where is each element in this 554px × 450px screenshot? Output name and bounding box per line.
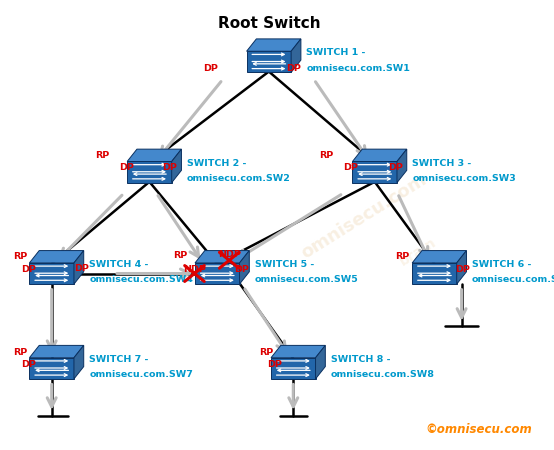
Polygon shape xyxy=(412,263,456,284)
Text: SWITCH 5 -: SWITCH 5 - xyxy=(255,260,314,269)
Text: NDP: NDP xyxy=(183,265,206,274)
Polygon shape xyxy=(195,263,239,284)
Text: SWITCH 7 -: SWITCH 7 - xyxy=(89,355,148,364)
Text: RP: RP xyxy=(319,151,333,160)
Polygon shape xyxy=(29,346,84,358)
Polygon shape xyxy=(127,149,182,162)
Text: DP: DP xyxy=(21,265,36,274)
Polygon shape xyxy=(397,149,407,183)
Text: Root Switch: Root Switch xyxy=(218,16,320,31)
Text: omnisecu.com.SW3: omnisecu.com.SW3 xyxy=(412,174,516,183)
Text: ©omnisecu.com: ©omnisecu.com xyxy=(425,423,532,436)
Polygon shape xyxy=(412,251,466,263)
Text: DP: DP xyxy=(267,360,282,369)
Text: omnisecu.com.SW5: omnisecu.com.SW5 xyxy=(255,275,358,284)
Text: DP: DP xyxy=(203,64,218,73)
Text: SWITCH 2 -: SWITCH 2 - xyxy=(187,159,246,168)
Polygon shape xyxy=(456,251,466,284)
Polygon shape xyxy=(172,149,182,183)
Polygon shape xyxy=(247,39,301,51)
Text: DP: DP xyxy=(162,163,177,172)
Polygon shape xyxy=(316,346,325,379)
Text: brain: brain xyxy=(397,235,439,268)
Polygon shape xyxy=(74,346,84,379)
Text: DP: DP xyxy=(455,265,470,274)
Text: SWITCH 3 -: SWITCH 3 - xyxy=(412,159,471,168)
Polygon shape xyxy=(29,358,74,379)
Polygon shape xyxy=(271,346,325,358)
Text: DP: DP xyxy=(343,163,358,172)
Text: DP: DP xyxy=(286,64,301,73)
Text: RP: RP xyxy=(173,252,187,261)
Text: DP: DP xyxy=(119,163,134,172)
Polygon shape xyxy=(291,39,301,72)
Polygon shape xyxy=(29,263,74,284)
Text: RP: RP xyxy=(14,252,28,261)
Text: omnisecu.com.SW7: omnisecu.com.SW7 xyxy=(89,370,193,379)
Text: RP: RP xyxy=(14,347,28,356)
Text: SWITCH 4 -: SWITCH 4 - xyxy=(89,260,148,269)
Text: omnisecu.com: omnisecu.com xyxy=(297,170,430,262)
Polygon shape xyxy=(195,251,249,263)
Text: NDP: NDP xyxy=(218,251,240,260)
Text: RP: RP xyxy=(395,252,409,261)
Polygon shape xyxy=(127,162,172,183)
Text: SWITCH 6 -: SWITCH 6 - xyxy=(472,260,531,269)
Text: omnisecu.com.SW1: omnisecu.com.SW1 xyxy=(306,63,410,72)
Polygon shape xyxy=(74,251,84,284)
Text: omnisecu.com.SW8: omnisecu.com.SW8 xyxy=(331,370,435,379)
Polygon shape xyxy=(247,51,291,72)
Polygon shape xyxy=(239,251,249,284)
Polygon shape xyxy=(29,251,84,263)
Text: omnisecu.com.SW4: omnisecu.com.SW4 xyxy=(89,275,193,284)
Text: DP: DP xyxy=(234,265,249,274)
Polygon shape xyxy=(271,358,316,379)
Text: DP: DP xyxy=(21,360,36,369)
Text: RP: RP xyxy=(259,347,273,356)
Polygon shape xyxy=(352,149,407,162)
Text: SWITCH 8 -: SWITCH 8 - xyxy=(331,355,390,364)
Polygon shape xyxy=(352,162,397,183)
Text: RP: RP xyxy=(95,151,109,160)
Text: SWITCH 1 -: SWITCH 1 - xyxy=(306,49,366,58)
Text: DP: DP xyxy=(74,264,89,273)
Text: DP: DP xyxy=(388,163,403,172)
Text: omnisecu.com.SW6: omnisecu.com.SW6 xyxy=(472,275,554,284)
Text: omnisecu.com.SW2: omnisecu.com.SW2 xyxy=(187,174,291,183)
